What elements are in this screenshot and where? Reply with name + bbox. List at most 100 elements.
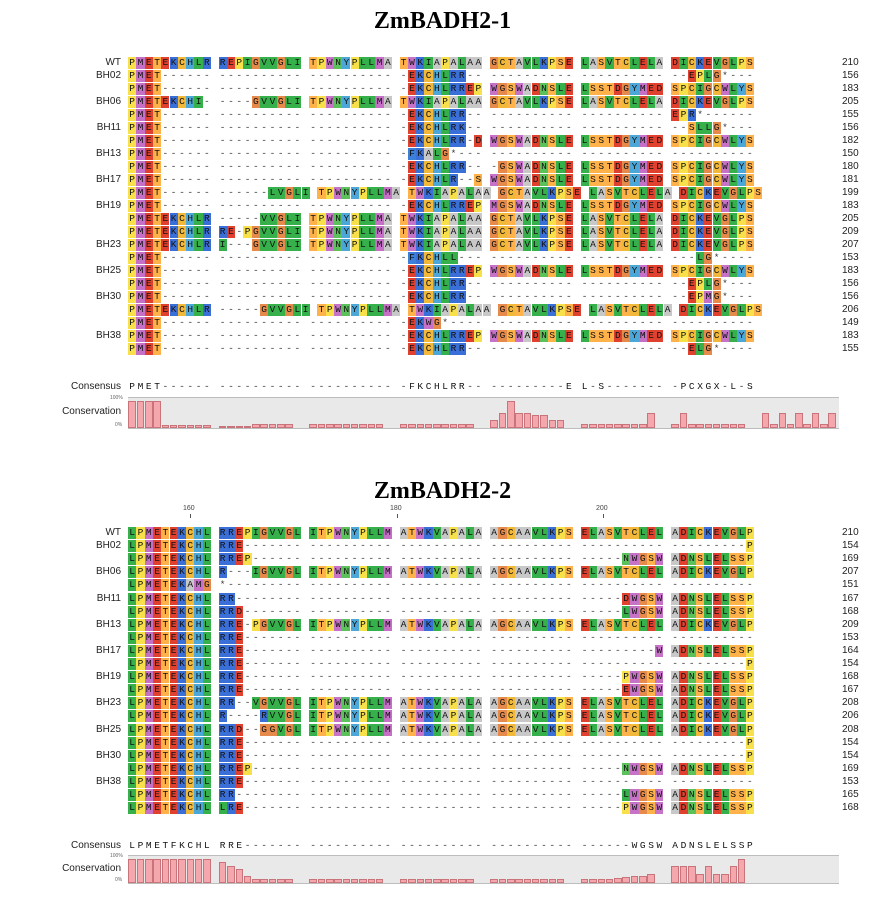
residue: - (384, 122, 391, 133)
residue: - (631, 644, 638, 656)
residue: G (638, 553, 647, 566)
residue: P (745, 605, 754, 618)
residue: - (294, 605, 301, 617)
sequence-length: 209 (842, 226, 859, 237)
residue: - (433, 802, 440, 814)
residue: P (745, 553, 754, 566)
residue: H (186, 96, 195, 108)
residue: V (260, 57, 269, 69)
residue: - (606, 775, 613, 787)
residue: G (729, 527, 738, 539)
residue: - (195, 70, 202, 81)
residue: M (194, 579, 203, 592)
residue: P (474, 265, 483, 277)
residue: S (737, 644, 746, 657)
residue: - (400, 592, 407, 604)
conservation-bar (515, 412, 523, 428)
sequence-label: WT (105, 57, 121, 68)
residue: E (580, 618, 589, 631)
residue: - (286, 579, 292, 591)
residue: R (449, 174, 458, 186)
residue: - (639, 540, 646, 552)
residue: L (638, 723, 647, 736)
residue: - (491, 291, 497, 302)
residue: T (317, 187, 326, 199)
residue: - (524, 553, 531, 565)
residue: E (465, 265, 475, 277)
residue: R (449, 343, 458, 355)
residue: M (136, 135, 145, 147)
residue: - (565, 579, 572, 591)
residue: A (432, 57, 441, 69)
residue: - (351, 840, 358, 851)
residue: - (179, 109, 185, 120)
residue: C (186, 762, 195, 775)
residue: - (713, 579, 720, 591)
residue: W (655, 644, 664, 657)
residue: - (343, 671, 350, 683)
conservation-min-label: 0% (115, 422, 123, 428)
residue: - (549, 592, 556, 604)
residue: - (656, 658, 663, 669)
residue: - (581, 684, 588, 696)
residue: - (376, 381, 383, 392)
residue: - (746, 317, 753, 328)
residue: M (144, 684, 153, 697)
residue: - (187, 291, 194, 302)
residue: E (235, 775, 244, 788)
conservation-bar (556, 879, 565, 883)
residue: W (655, 802, 664, 815)
residue: - (450, 317, 457, 328)
residue: - (376, 122, 383, 133)
residue: R (218, 723, 227, 736)
residue: - (549, 749, 556, 761)
residue: T (161, 527, 170, 539)
residue: - (442, 840, 448, 851)
residue: H (194, 789, 203, 801)
residue: L (202, 775, 211, 788)
residue: - (170, 148, 177, 159)
residue: S (474, 174, 483, 186)
conservation-bar (688, 865, 696, 883)
residue: - (335, 658, 341, 669)
residue: L (441, 265, 450, 277)
residue: - (475, 749, 482, 761)
residue: - (286, 671, 292, 683)
residue: T (605, 135, 614, 147)
residue: Y (350, 566, 359, 579)
residue: A (671, 618, 680, 631)
residue: - (384, 70, 391, 81)
residue: - (467, 109, 473, 120)
sequence-row: BH17 L P M E T E K C H L R R E - - - - - - - - - - - - - - - - - - - - - - -… (0, 644, 885, 657)
residue: D (655, 83, 664, 95)
residue: - (236, 789, 243, 800)
residue: - (590, 553, 596, 565)
residue: S (556, 213, 565, 225)
conservation-bar (218, 861, 227, 883)
residue: P (474, 200, 483, 212)
conservation-bar (729, 423, 737, 428)
residue: - (261, 736, 267, 748)
residue: - (475, 592, 482, 604)
residue: W (514, 135, 524, 147)
residue: - (269, 174, 276, 185)
residue: - (499, 252, 506, 263)
residue: K (417, 381, 424, 392)
residue: - (499, 70, 506, 81)
residue: L (202, 697, 211, 710)
residue: T (162, 840, 169, 851)
residue: W (720, 174, 730, 186)
residue: E (565, 381, 572, 392)
residue: - (277, 122, 284, 133)
residue: - (228, 239, 234, 250)
conservation-bar (441, 423, 449, 428)
residue: - (351, 540, 358, 552)
residue: - (236, 239, 243, 250)
residue: R (449, 109, 458, 121)
residue: - (442, 802, 448, 814)
residue: - (680, 70, 687, 81)
residue: - (549, 252, 556, 263)
residue: R (457, 161, 466, 173)
conservation-bar (268, 879, 277, 883)
residue: - (499, 789, 506, 800)
